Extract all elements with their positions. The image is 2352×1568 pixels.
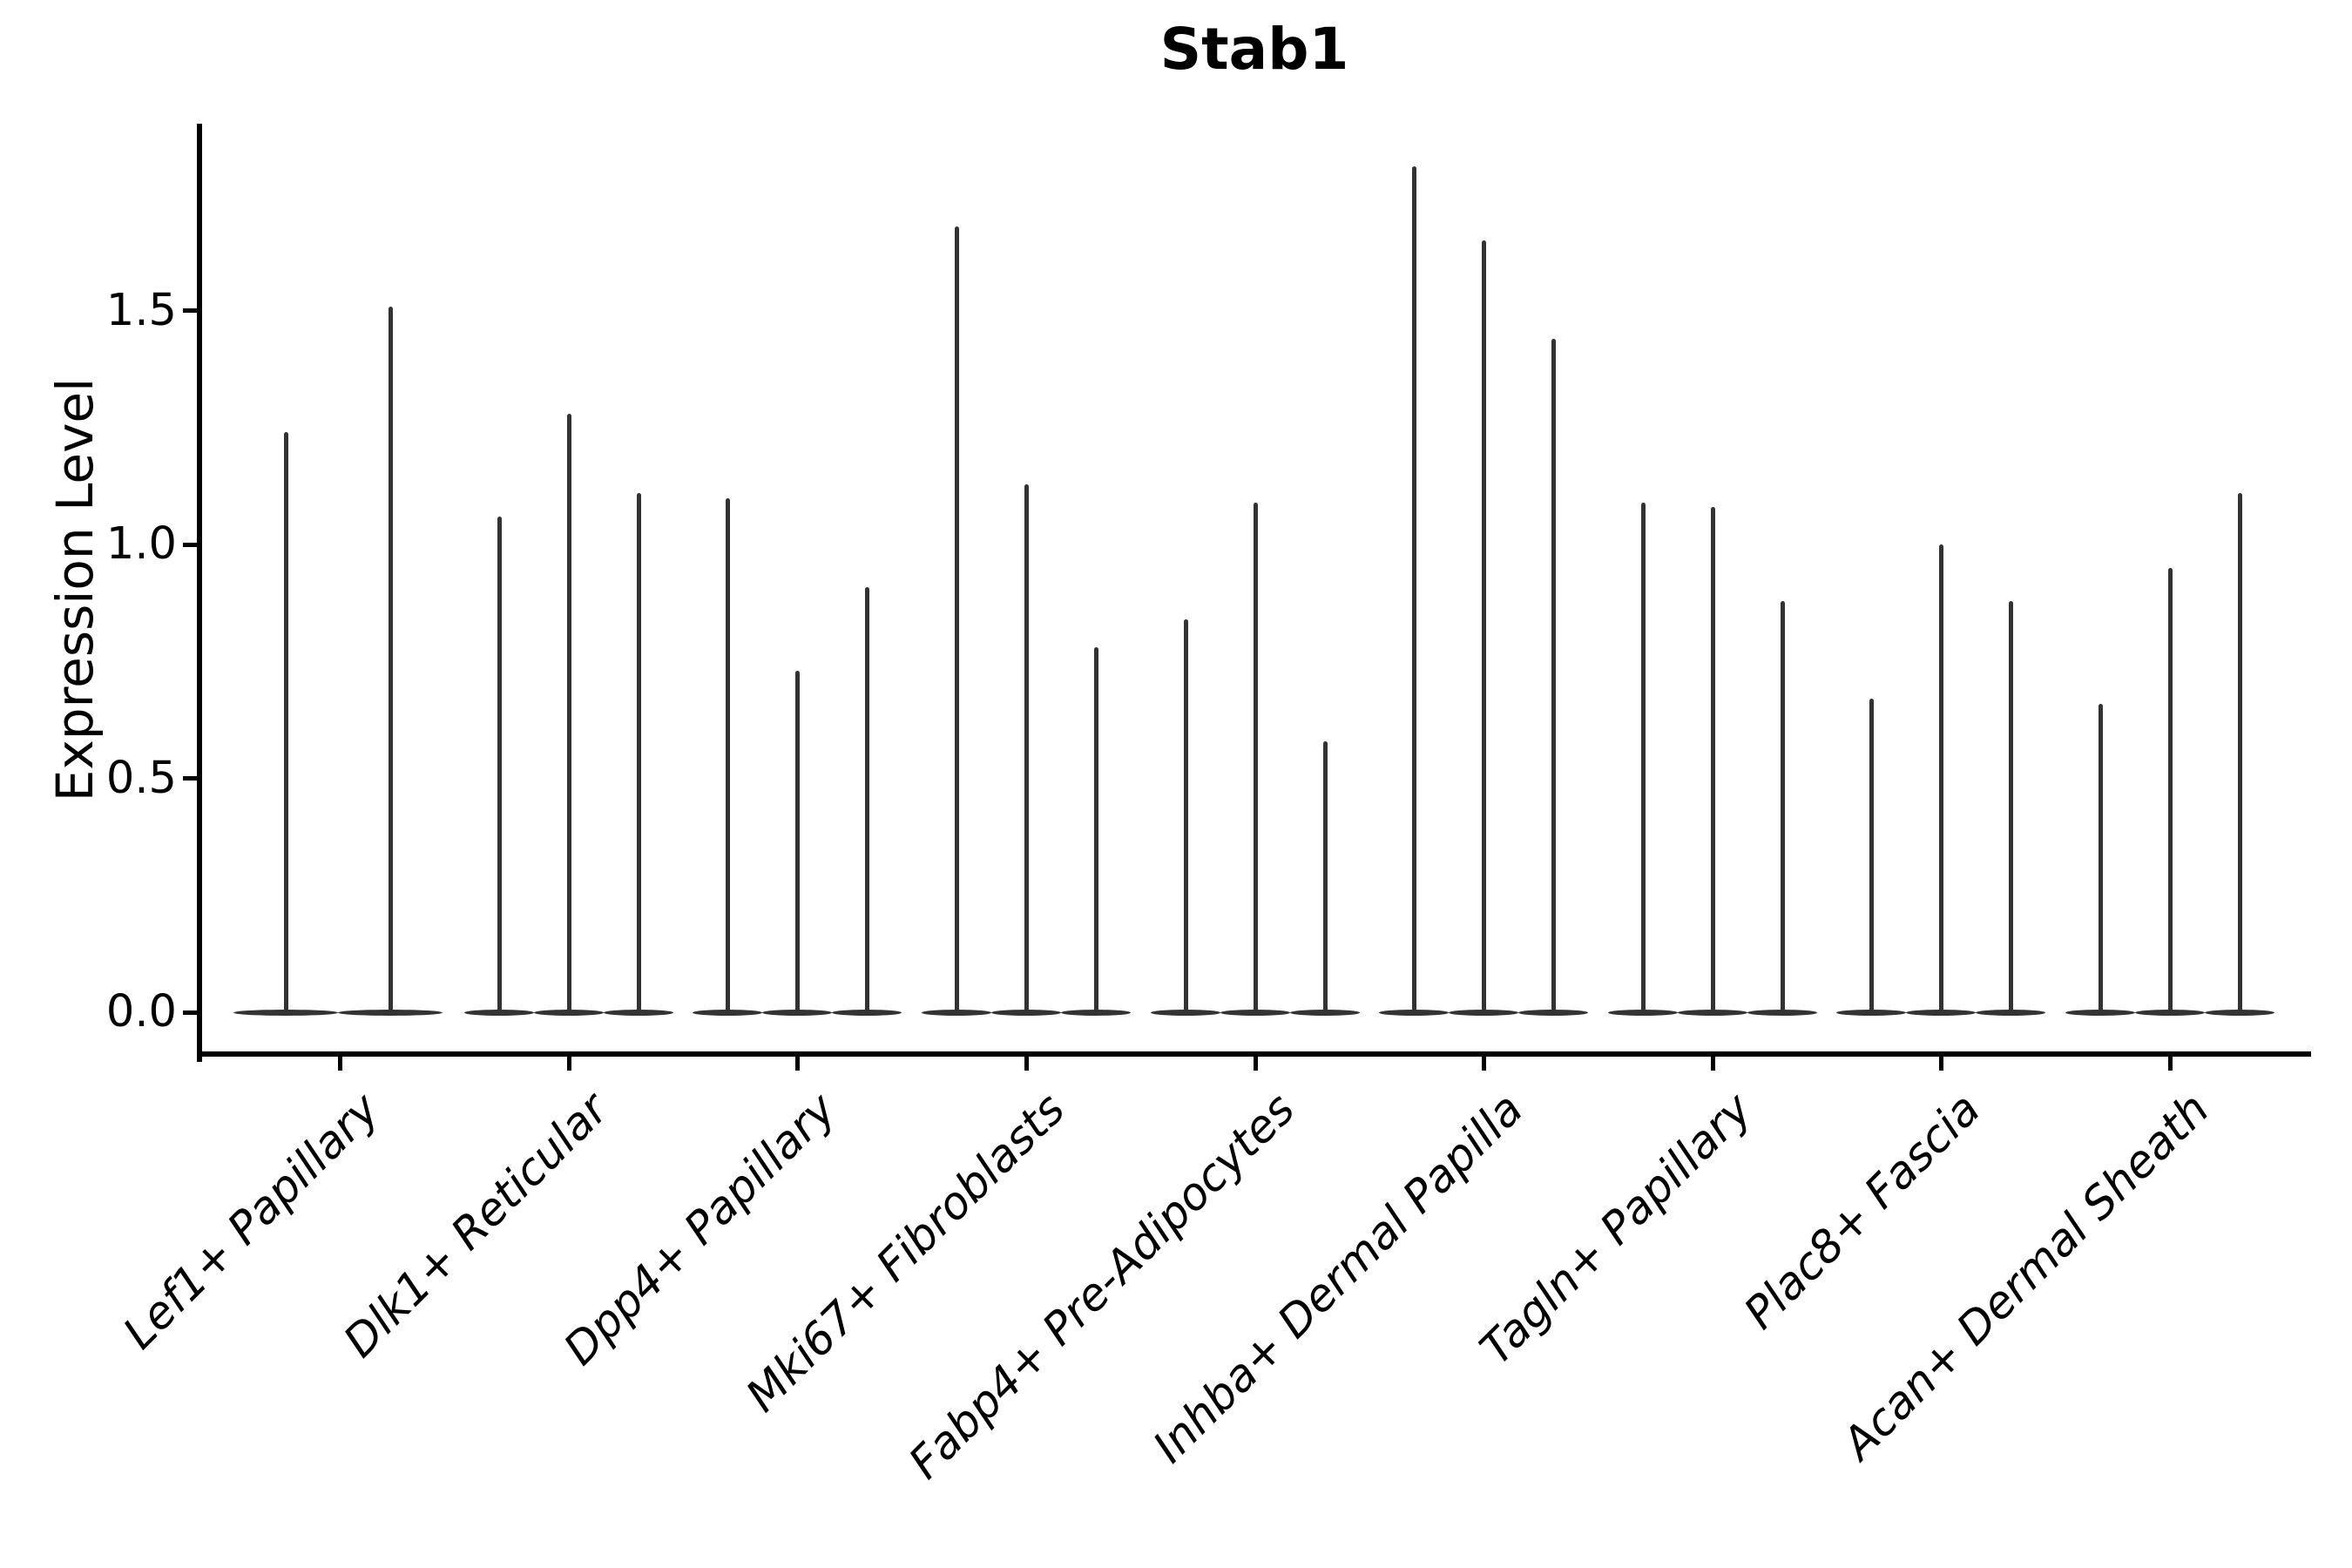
violin-needle xyxy=(2237,493,2242,1012)
violin-needle xyxy=(1024,483,1029,1012)
violin-base xyxy=(1976,1009,2045,1016)
y-axis-label-text: Expression Level xyxy=(45,377,105,802)
violin-needle xyxy=(2008,600,2013,1012)
violin-base xyxy=(832,1009,902,1016)
violin-needle xyxy=(1869,699,1874,1012)
x-tick-mark xyxy=(794,1057,800,1071)
violin-needle xyxy=(2098,703,2103,1012)
y-axis-spine xyxy=(197,124,202,1062)
violin-needle xyxy=(725,497,730,1012)
x-tick-mark xyxy=(566,1057,571,1071)
violin-needle xyxy=(1780,600,1785,1012)
violin-needle xyxy=(1093,647,1098,1012)
violin-base xyxy=(922,1009,991,1016)
y-tick-label: 0.0 xyxy=(105,986,177,1037)
violin-needle xyxy=(1322,740,1328,1012)
x-category-label: Fabp4+ Pre-Adipocytes xyxy=(899,1084,1305,1490)
y-tick-label: 0.5 xyxy=(105,752,177,804)
y-tick-mark xyxy=(183,776,197,781)
violin-base xyxy=(762,1009,832,1016)
violin-base xyxy=(1836,1009,1906,1016)
violin-needle xyxy=(1183,619,1188,1012)
violin-base xyxy=(1151,1009,1220,1016)
violin-base xyxy=(2205,1009,2274,1016)
x-tick-mark xyxy=(1481,1057,1486,1071)
violin-base xyxy=(1906,1009,1976,1016)
y-tick-mark xyxy=(183,308,197,314)
y-tick-mark xyxy=(183,542,197,547)
violin-needle xyxy=(794,671,800,1012)
y-tick-label: 1.5 xyxy=(105,284,177,336)
violin-needle xyxy=(864,586,869,1012)
violin-needle xyxy=(388,306,393,1012)
y-tick-mark xyxy=(183,1010,197,1015)
violin-base xyxy=(693,1009,762,1016)
violin-base xyxy=(604,1009,673,1016)
plot-title: Stab1 xyxy=(1159,16,1349,83)
violin-needle xyxy=(283,432,288,1012)
violin-base xyxy=(1379,1009,1449,1016)
x-axis-spine xyxy=(197,1051,2311,1057)
violin-base xyxy=(338,1009,443,1016)
violin-needle xyxy=(1551,339,1556,1012)
violin-base xyxy=(534,1009,604,1016)
x-tick-mark xyxy=(1938,1057,1943,1071)
x-category-label: Acan+ Dermal Sheath xyxy=(1833,1084,2220,1470)
x-category-label: Plac8+ Fascia xyxy=(1734,1084,1990,1340)
violin-needle xyxy=(636,493,641,1012)
violin-needle xyxy=(566,414,571,1012)
x-tick-mark xyxy=(1253,1057,1258,1071)
x-tick-mark xyxy=(337,1057,342,1071)
x-category-label: Inhba+ Dermal Papilla xyxy=(1143,1084,1533,1474)
violin-needle xyxy=(1411,166,1416,1012)
x-tick-mark xyxy=(1710,1057,1715,1071)
violin-base xyxy=(233,1009,338,1016)
violin-base xyxy=(1747,1009,1817,1016)
x-tick-mark xyxy=(1024,1057,1029,1071)
violin-base xyxy=(2065,1009,2135,1016)
violin-needle xyxy=(2167,568,2173,1012)
violin-needle xyxy=(954,226,959,1012)
violin-needle xyxy=(1710,507,1715,1012)
violin-base xyxy=(1290,1009,1360,1016)
x-tick-mark xyxy=(2167,1057,2173,1071)
violin-base xyxy=(1220,1009,1290,1016)
violin-base xyxy=(1608,1009,1678,1016)
violin-needle xyxy=(1481,240,1486,1012)
violin-base xyxy=(1061,1009,1131,1016)
violin-needle xyxy=(1253,502,1258,1012)
violin-base xyxy=(464,1009,534,1016)
violin-needle xyxy=(497,517,502,1012)
violin-base xyxy=(1518,1009,1588,1016)
violin-base xyxy=(1449,1009,1518,1016)
violin-needle xyxy=(1938,544,1943,1012)
violin-base xyxy=(991,1009,1061,1016)
violin-needle xyxy=(1640,502,1646,1012)
violin-base xyxy=(1678,1009,1747,1016)
violin-base xyxy=(2135,1009,2205,1016)
y-tick-label: 1.0 xyxy=(105,518,177,571)
